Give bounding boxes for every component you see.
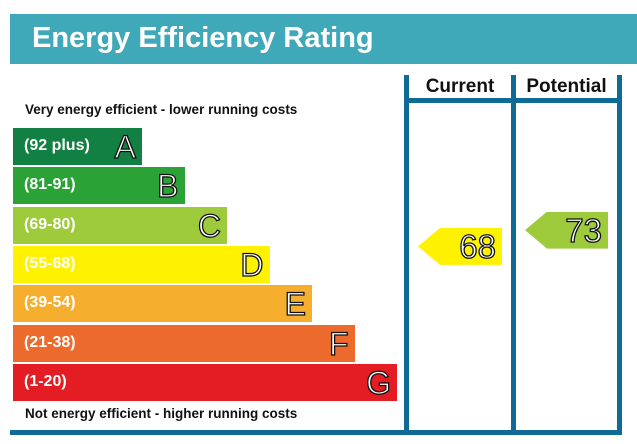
column-header-potential: Potential — [526, 76, 607, 97]
band-f: (21-38) F — [13, 324, 355, 362]
band-d: (55-68) D — [13, 245, 270, 284]
band-letter: A — [114, 128, 137, 165]
current-rating-value: 68 — [459, 227, 497, 265]
title-bar: Energy Efficiency Rating — [10, 14, 637, 64]
header-divider — [404, 98, 622, 103]
band-a: (92 plus) A — [13, 128, 142, 166]
band-c: (69-80) C — [13, 206, 227, 244]
band-letter: B — [156, 168, 179, 205]
band-e: (39-54) E — [13, 285, 312, 323]
band-g: (1-20) G — [13, 363, 397, 401]
band-range-label: (1-20) — [24, 372, 67, 390]
band-range-label: (55-68) — [24, 254, 76, 272]
column-header-current: Current — [425, 76, 495, 97]
column-divider — [404, 75, 409, 435]
band-letter: G — [365, 364, 391, 401]
potential-rating-arrow: 73 — [525, 211, 608, 249]
current-rating-arrow: 68 — [418, 227, 502, 265]
top-note: Very energy efficient - lower running co… — [25, 102, 298, 117]
band-b: (81-91) B — [13, 167, 185, 205]
band-letter: D — [240, 246, 264, 283]
column-divider — [511, 75, 516, 435]
band-range-label: (92 plus) — [24, 137, 90, 154]
band-range-label: (69-80) — [24, 215, 76, 233]
potential-rating-value: 73 — [565, 211, 603, 249]
band-letter: C — [197, 207, 221, 244]
band-range-label: (81-91) — [24, 176, 76, 194]
band-range-label: (39-54) — [24, 294, 76, 312]
bottom-note: Not energy efficient - higher running co… — [25, 406, 298, 421]
chart-title: Energy Efficiency Rating — [32, 22, 374, 54]
column-divider — [617, 75, 622, 435]
band-range-label: (21-38) — [24, 333, 76, 351]
bottom-border — [10, 430, 622, 435]
band-letter: F — [328, 325, 349, 362]
band-letter: E — [284, 286, 307, 323]
